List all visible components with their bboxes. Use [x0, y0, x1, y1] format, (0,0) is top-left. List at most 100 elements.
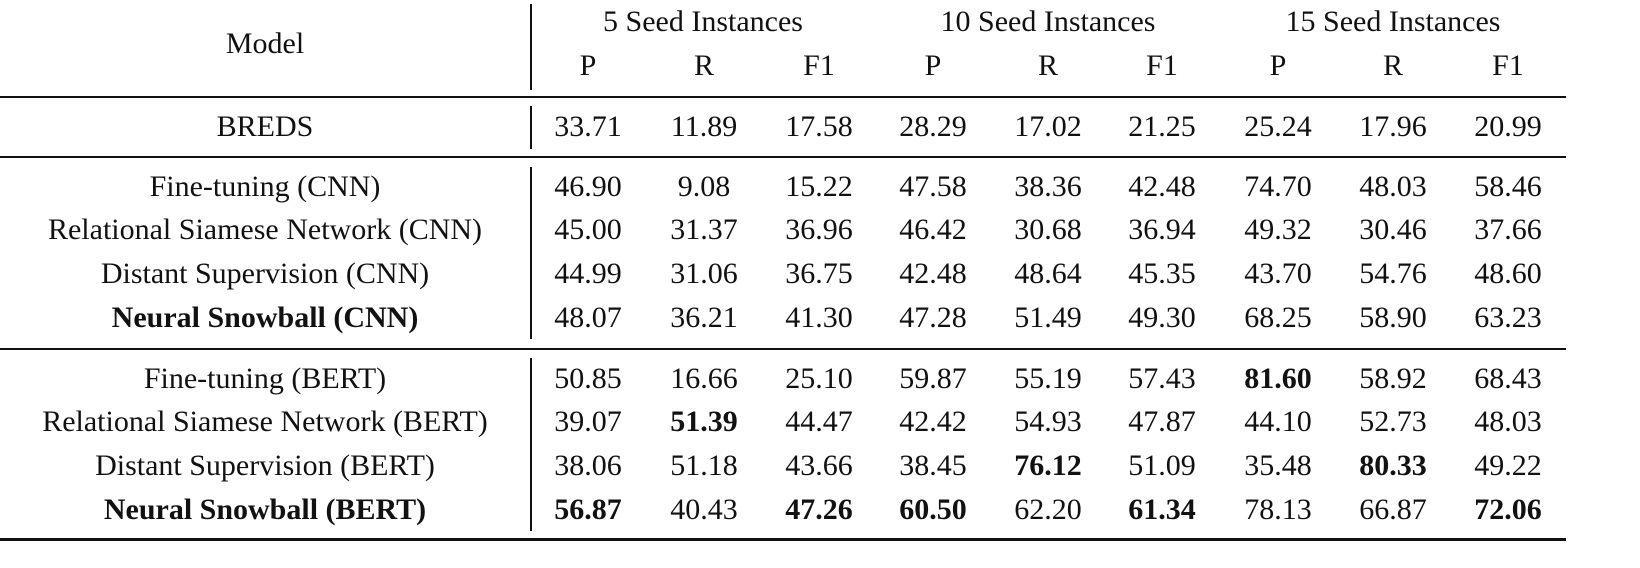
row-model-name: Fine-tuning (BERT) [143, 362, 387, 395]
table-cell: 72.06 [1474, 493, 1542, 526]
table-cell: 48.03 [1474, 405, 1542, 438]
table-cell: 47.26 [785, 493, 853, 526]
metric-header: P [924, 49, 942, 82]
group-header-15-seeds: 15 Seed Instances [1285, 5, 1501, 38]
table-cell: 36.21 [670, 301, 738, 334]
table-cell: 21.25 [1128, 110, 1196, 143]
metric-header: R [693, 49, 715, 82]
table-cell: 20.99 [1474, 110, 1542, 143]
table-cell: 47.87 [1128, 405, 1196, 438]
table-cell: 17.96 [1359, 110, 1427, 143]
table-cell: 39.07 [554, 405, 622, 438]
table-cell: 56.87 [554, 493, 622, 526]
horizontal-rule [0, 96, 1566, 98]
table-cell: 17.58 [785, 110, 853, 143]
row-model-name: Neural Snowball (BERT) [103, 493, 427, 526]
table-cell: 16.66 [670, 362, 738, 395]
table-cell: 36.96 [785, 213, 853, 246]
table-cell: 40.43 [670, 493, 738, 526]
table-cell: 78.13 [1244, 493, 1312, 526]
table-cell: 33.71 [554, 110, 622, 143]
table-cell: 61.34 [1128, 493, 1196, 526]
table-cell: 30.46 [1359, 213, 1427, 246]
table-cell: 49.32 [1244, 213, 1312, 246]
table-cell: 45.35 [1128, 257, 1196, 290]
table-cell: 48.64 [1014, 257, 1082, 290]
row-model-name: Distant Supervision (BERT) [95, 449, 435, 482]
table-cell: 68.25 [1244, 301, 1312, 334]
table-cell: 45.00 [554, 213, 622, 246]
table-cell: 58.92 [1359, 362, 1427, 395]
table-cell: 60.50 [899, 493, 967, 526]
model-column-header: Model [225, 27, 305, 60]
vertical-separator [530, 106, 532, 149]
vertical-separator [530, 358, 532, 531]
table-cell: 9.08 [677, 170, 731, 203]
group-header-10-seeds: 10 Seed Instances [940, 5, 1156, 38]
table-cell: 42.42 [899, 405, 967, 438]
table-cell: 51.39 [670, 405, 738, 438]
table-cell: 35.48 [1244, 449, 1312, 482]
table-cell: 47.28 [899, 301, 967, 334]
table-cell: 54.93 [1014, 405, 1082, 438]
table-cell: 68.43 [1474, 362, 1542, 395]
metric-header: F1 [1492, 49, 1524, 82]
table-cell: 43.70 [1244, 257, 1312, 290]
table-cell: 48.60 [1474, 257, 1542, 290]
table-cell: 15.22 [785, 170, 853, 203]
table-cell: 58.46 [1474, 170, 1542, 203]
table-cell: 50.85 [554, 362, 622, 395]
table-cell: 43.66 [785, 449, 853, 482]
table-cell: 38.36 [1014, 170, 1082, 203]
vertical-separator [530, 4, 532, 90]
table-cell: 49.30 [1128, 301, 1196, 334]
metric-header: R [1382, 49, 1404, 82]
table-cell: 25.24 [1244, 110, 1312, 143]
table-cell: 41.30 [785, 301, 853, 334]
table-cell: 47.58 [899, 170, 967, 203]
table-cell: 51.49 [1014, 301, 1082, 334]
table-cell: 44.47 [785, 405, 853, 438]
horizontal-rule [0, 156, 1566, 158]
table-cell: 37.66 [1474, 213, 1542, 246]
metric-header: P [579, 49, 597, 82]
table-cell: 74.70 [1244, 170, 1312, 203]
metric-header: F1 [1146, 49, 1178, 82]
table-cell: 31.06 [670, 257, 738, 290]
table-cell: 63.23 [1474, 301, 1542, 334]
table-cell: 36.94 [1128, 213, 1196, 246]
table-cell: 30.68 [1014, 213, 1082, 246]
horizontal-rule [0, 348, 1566, 350]
table-cell: 42.48 [1128, 170, 1196, 203]
row-model-name: Neural Snowball (CNN) [111, 301, 419, 334]
table-cell: 17.02 [1014, 110, 1082, 143]
vertical-separator [530, 167, 532, 339]
row-model-name: BREDS [216, 110, 314, 143]
table-cell: 57.43 [1128, 362, 1196, 395]
table-cell: 49.22 [1474, 449, 1542, 482]
table-cell: 80.33 [1359, 449, 1427, 482]
table-cell: 76.12 [1014, 449, 1082, 482]
table-cell: 66.87 [1359, 493, 1427, 526]
metric-header: P [1269, 49, 1287, 82]
table-cell: 42.48 [899, 257, 967, 290]
metric-header: R [1037, 49, 1059, 82]
table-cell: 46.90 [554, 170, 622, 203]
table-cell: 11.89 [670, 110, 738, 143]
group-header-5-seeds: 5 Seed Instances [603, 5, 803, 38]
table-cell: 62.20 [1014, 493, 1082, 526]
table-cell: 44.99 [554, 257, 622, 290]
row-model-name: Distant Supervision (CNN) [100, 257, 430, 290]
table-cell: 36.75 [785, 257, 853, 290]
table-cell: 46.42 [899, 213, 967, 246]
horizontal-rule [0, 538, 1566, 541]
table-cell: 28.29 [899, 110, 967, 143]
table-cell: 38.45 [899, 449, 967, 482]
table-cell: 51.09 [1128, 449, 1196, 482]
table-cell: 38.06 [554, 449, 622, 482]
table-cell: 48.07 [554, 301, 622, 334]
row-model-name: Relational Siamese Network (BERT) [42, 405, 488, 438]
table-cell: 51.18 [670, 449, 738, 482]
metric-header: F1 [803, 49, 835, 82]
table-cell: 44.10 [1244, 405, 1312, 438]
